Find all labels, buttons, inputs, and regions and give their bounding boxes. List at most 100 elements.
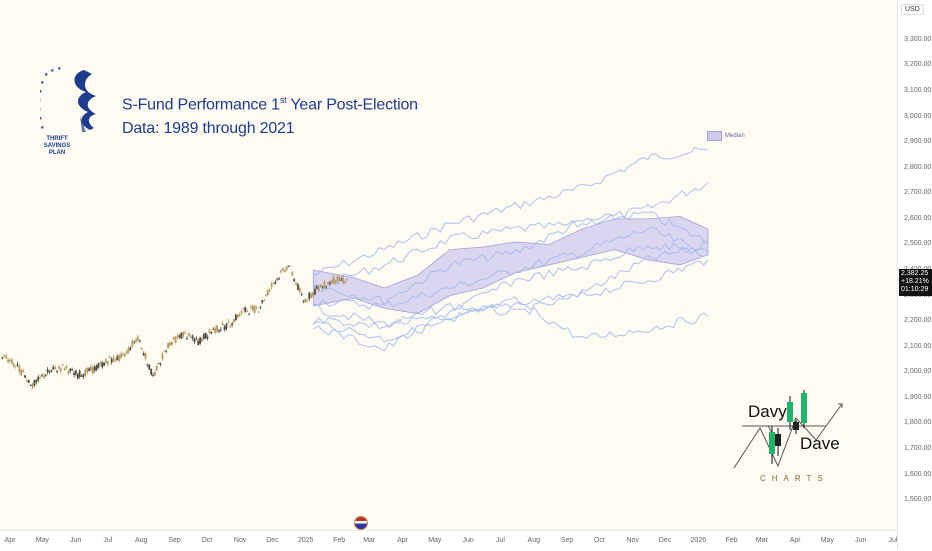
price-candle [250, 306, 252, 308]
legend: Median [707, 131, 745, 141]
price-candle [261, 300, 264, 303]
price-candle [289, 265, 292, 267]
price-candle [291, 271, 294, 276]
x-tick-label: Aug [527, 537, 540, 544]
legend-swatch-median [707, 131, 722, 141]
brand-chart-icon [733, 390, 843, 469]
price-candle [101, 362, 104, 368]
x-tick-label: Sep [560, 537, 574, 544]
x-tick-label: Sep [168, 537, 181, 544]
chart-title-line-1: S-Fund Performance 1st Year Post-Electio… [122, 95, 418, 114]
time-axis[interactable]: Apr May Jun Jul Aug Sep Oct Nov Dec 2025 Feb Mar Apr… [0, 530, 897, 551]
x-tick-label: Oct [593, 537, 605, 544]
price-candle [78, 370, 81, 377]
price-candle [186, 338, 188, 340]
price-candle [344, 281, 346, 283]
price-candle [231, 323, 233, 326]
price-candle [317, 286, 320, 291]
price-candle [219, 329, 222, 331]
price-candle [180, 332, 183, 339]
price-candle [161, 353, 164, 360]
chart-area[interactable]: ★ ★ ★ ★ ★ ★ ★ ★ ★ THRIFT SAVINGS PLAN S-… [0, 0, 897, 530]
price-candle [304, 298, 307, 303]
price-candle [50, 369, 53, 372]
price-candle [142, 353, 145, 356]
x-tick-label: Feb [333, 537, 346, 544]
x-tick-label: Feb [725, 537, 738, 544]
x-tick-label: May [35, 537, 49, 544]
price-candle [287, 265, 290, 267]
y-tick-label: 1,500.00 [904, 496, 932, 504]
price-candle [216, 325, 218, 332]
price-candle [105, 358, 107, 363]
price-candle [210, 332, 213, 334]
y-tick-label: 3,000.00 [904, 112, 932, 120]
price-candle [346, 278, 348, 280]
price-candle [308, 292, 311, 299]
y-tick-label: 2,100.00 [904, 342, 932, 350]
price-candle [3, 355, 6, 357]
y-tick-label: 1,600.00 [904, 470, 932, 478]
price-candle [327, 282, 329, 285]
price-candle [240, 311, 243, 314]
price-candle [201, 338, 203, 342]
x-tick-label: Jun [855, 537, 867, 544]
x-tick-label: Jun [462, 537, 474, 544]
price-candle [69, 368, 72, 372]
price-candle [65, 366, 68, 369]
median-band [312, 215, 709, 314]
price-candle [99, 362, 102, 364]
price-candle [293, 278, 296, 282]
price-candle [48, 371, 51, 373]
price-candle [63, 368, 66, 371]
brand-word-3: CHARTS [760, 474, 829, 483]
price-candle [202, 334, 205, 339]
us-flag-icon[interactable] [354, 516, 368, 530]
price-candle [274, 281, 277, 284]
svg-text:★: ★ [40, 116, 43, 122]
price-candle [276, 278, 279, 280]
price-candle [334, 282, 337, 284]
price-candle [131, 341, 134, 347]
price-candle [306, 300, 309, 302]
price-candle [223, 326, 226, 330]
price-axis[interactable]: USD 3,300.00 3,200.00 3,100.00 3,000.00 2,90… [897, 0, 932, 550]
price-candle [298, 288, 301, 293]
x-tick-label: May [428, 537, 442, 544]
price-candle [336, 276, 339, 282]
price-candle [310, 294, 313, 298]
x-tick-label: Jul [495, 537, 505, 544]
price-candle [323, 281, 326, 289]
price-candle [178, 335, 181, 337]
svg-text:★: ★ [44, 72, 49, 78]
price-candle [229, 325, 232, 327]
x-tick-label: Oct [201, 537, 213, 544]
price-candle [263, 300, 265, 302]
legend-label-median: Median [725, 133, 745, 139]
tsp-logo: ★ ★ ★ ★ ★ ★ ★ ★ ★ [37, 66, 120, 161]
price-candle [58, 366, 60, 369]
y-tick-label: 1,800.00 [904, 419, 932, 427]
logo-text-line-2: SAVINGS [43, 143, 71, 149]
price-candle [227, 321, 230, 323]
price-candle [24, 375, 26, 378]
price-candle [9, 359, 11, 362]
price-candle [56, 371, 58, 373]
price-candle [265, 294, 267, 296]
x-tick-label: Apr [789, 537, 801, 544]
currency-label[interactable]: USD [901, 4, 924, 15]
price-candle [16, 363, 19, 366]
logo-text-line-1: THRIFT [46, 136, 68, 142]
price-candle [106, 361, 109, 365]
price-candle [319, 284, 322, 287]
price-candle [272, 282, 275, 284]
price-candle [170, 341, 173, 345]
price-candle [12, 363, 15, 367]
price-candle [14, 365, 17, 367]
price-candle [193, 338, 196, 343]
price-candle [278, 278, 281, 280]
y-tick-label: 2,800.00 [904, 163, 932, 171]
price-candle [266, 290, 269, 296]
price-candle [112, 356, 115, 362]
